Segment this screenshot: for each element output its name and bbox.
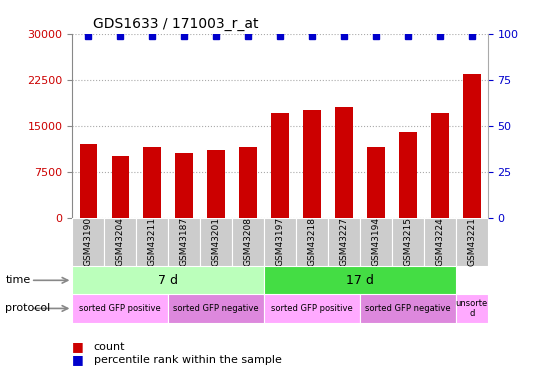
Text: 17 d: 17 d <box>346 274 374 287</box>
Bar <box>232 217 264 266</box>
Text: GSM43221: GSM43221 <box>467 217 477 266</box>
Bar <box>168 294 264 322</box>
Bar <box>200 217 232 266</box>
Text: percentile rank within the sample: percentile rank within the sample <box>94 355 282 365</box>
Bar <box>399 132 416 218</box>
Bar <box>367 147 385 218</box>
Bar <box>424 217 456 266</box>
Bar <box>303 110 321 218</box>
Bar <box>360 294 456 322</box>
Bar <box>105 217 136 266</box>
Text: GSM43218: GSM43218 <box>308 217 317 266</box>
Bar <box>431 113 449 218</box>
Bar <box>392 217 424 266</box>
Text: protocol: protocol <box>5 303 50 313</box>
Bar <box>463 74 481 217</box>
Text: GSM43190: GSM43190 <box>84 217 93 266</box>
Bar <box>296 217 328 266</box>
Bar <box>328 217 360 266</box>
Bar <box>175 153 193 218</box>
Text: GSM43197: GSM43197 <box>276 217 285 266</box>
Bar <box>207 150 225 217</box>
Text: 7 d: 7 d <box>158 274 178 287</box>
Text: ■: ■ <box>72 354 84 366</box>
Bar <box>271 113 289 218</box>
Bar <box>72 266 264 294</box>
Bar <box>79 144 97 218</box>
Text: GSM43224: GSM43224 <box>435 217 444 266</box>
Bar <box>136 217 168 266</box>
Text: sorted GFP negative: sorted GFP negative <box>365 304 451 313</box>
Text: GSM43215: GSM43215 <box>404 217 412 266</box>
Bar <box>360 217 392 266</box>
Bar <box>456 294 488 322</box>
Bar <box>264 294 360 322</box>
Text: GSM43208: GSM43208 <box>243 217 252 266</box>
Text: GSM43227: GSM43227 <box>339 217 348 266</box>
Bar <box>144 147 161 218</box>
Bar <box>72 294 168 322</box>
Bar <box>72 217 105 266</box>
Bar <box>264 266 456 294</box>
Bar <box>168 217 200 266</box>
Bar <box>111 156 129 218</box>
Text: GSM43204: GSM43204 <box>116 217 125 266</box>
Text: GSM43211: GSM43211 <box>148 217 157 266</box>
Bar <box>239 147 257 218</box>
Text: GSM43201: GSM43201 <box>212 217 221 266</box>
Text: GSM43194: GSM43194 <box>371 217 381 266</box>
Text: sorted GFP positive: sorted GFP positive <box>271 304 353 313</box>
Bar <box>456 217 488 266</box>
Text: sorted GFP positive: sorted GFP positive <box>79 304 161 313</box>
Text: sorted GFP negative: sorted GFP negative <box>173 304 259 313</box>
Text: unsorte
d: unsorte d <box>456 299 488 318</box>
Bar <box>264 217 296 266</box>
Bar <box>335 107 353 218</box>
Text: ■: ■ <box>72 340 84 353</box>
Text: count: count <box>94 342 125 352</box>
Text: GSM43187: GSM43187 <box>180 217 189 266</box>
Text: time: time <box>5 275 31 285</box>
Text: GDS1633 / 171003_r_at: GDS1633 / 171003_r_at <box>93 17 259 32</box>
